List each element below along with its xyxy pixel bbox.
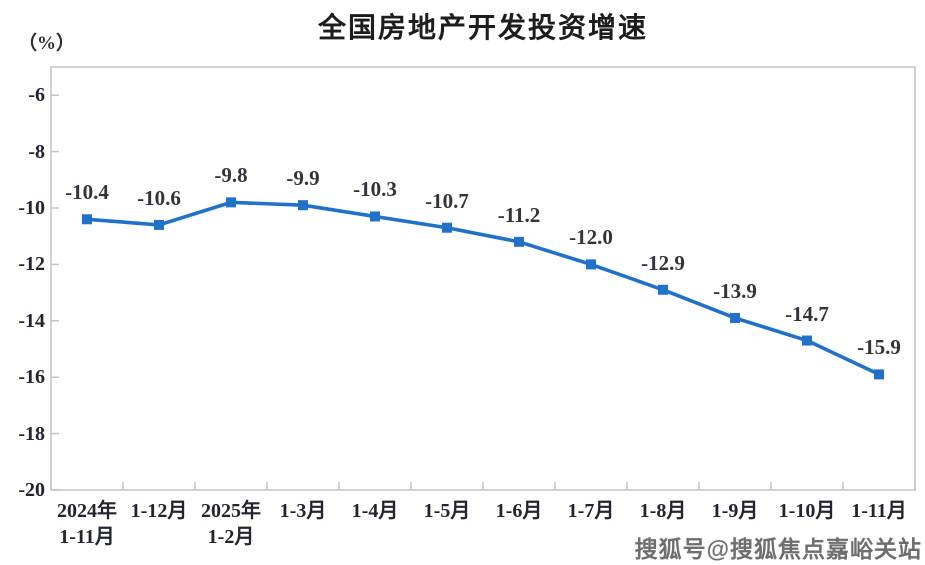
data-point-label: -10.7 (425, 188, 469, 213)
data-point-marker (298, 200, 308, 211)
data-point-label: -10.6 (137, 185, 181, 210)
y-axis-tick-label: -14 (18, 309, 45, 332)
x-axis-category-label: 2024年 1-11月 (57, 500, 117, 548)
data-point-marker (874, 369, 884, 380)
data-point-label: -15.9 (857, 335, 901, 360)
y-axis-tick-label: -6 (28, 84, 45, 107)
chart-title: 全国房地产开发投资增速 (317, 12, 648, 43)
y-axis-tick-label: -8 (28, 140, 45, 163)
data-point-marker (82, 214, 92, 225)
data-line (85, 200, 881, 377)
y-axis-tick-label: -12 (18, 253, 45, 276)
watermark: 搜狐号@搜狐焦点嘉峪关站 (634, 536, 922, 562)
x-axis-category-label: 1-3月 (279, 500, 327, 522)
data-point-marker (658, 284, 668, 295)
y-axis-tick-label: -20 (18, 479, 45, 501)
x-axis-category-label: 1-7月 (567, 500, 615, 522)
x-axis-category-label: 1-12月 (130, 500, 188, 522)
x-axis-category-label: 1-11月 (851, 500, 907, 522)
x-axis-category-label: 1-4月 (351, 500, 399, 522)
data-point-label: -13.9 (713, 278, 757, 303)
x-axis-category-label: 1-6月 (495, 500, 543, 522)
data-point-label: -11.2 (497, 202, 541, 227)
data-point-label: -10.3 (353, 177, 397, 202)
x-axis-category-label: 1-9月 (711, 500, 759, 522)
x-axis-category-label: 1-10月 (778, 500, 836, 522)
y-axis-tick-label: -18 (18, 422, 45, 445)
data-point-label: -9.9 (286, 166, 320, 191)
y-axis-tick-label: -10 (18, 197, 45, 219)
data-point-label: -9.8 (214, 163, 248, 188)
y-axis-unit-label: （%） (18, 33, 76, 54)
data-point-marker (514, 236, 524, 247)
x-axis-category-label: 1-5月 (423, 500, 471, 522)
data-point-label: -14.7 (785, 301, 829, 326)
data-point-marker (226, 197, 236, 208)
data-point-marker (370, 211, 380, 222)
x-axis-category-label: 1-8月 (639, 500, 687, 522)
x-axis-category-label: 2025年 1-2月 (201, 500, 261, 548)
data-point-marker (730, 312, 740, 323)
data-point-marker (802, 335, 812, 346)
data-point-label: -12.9 (641, 250, 685, 275)
data-point-marker (442, 222, 452, 233)
y-axis-tick-label: -16 (18, 366, 45, 389)
data-point-marker (154, 219, 164, 230)
data-point-label: -10.4 (65, 180, 109, 205)
plot-border (50, 66, 916, 491)
data-point-label: -12.0 (569, 225, 613, 250)
data-point-marker (586, 259, 596, 270)
